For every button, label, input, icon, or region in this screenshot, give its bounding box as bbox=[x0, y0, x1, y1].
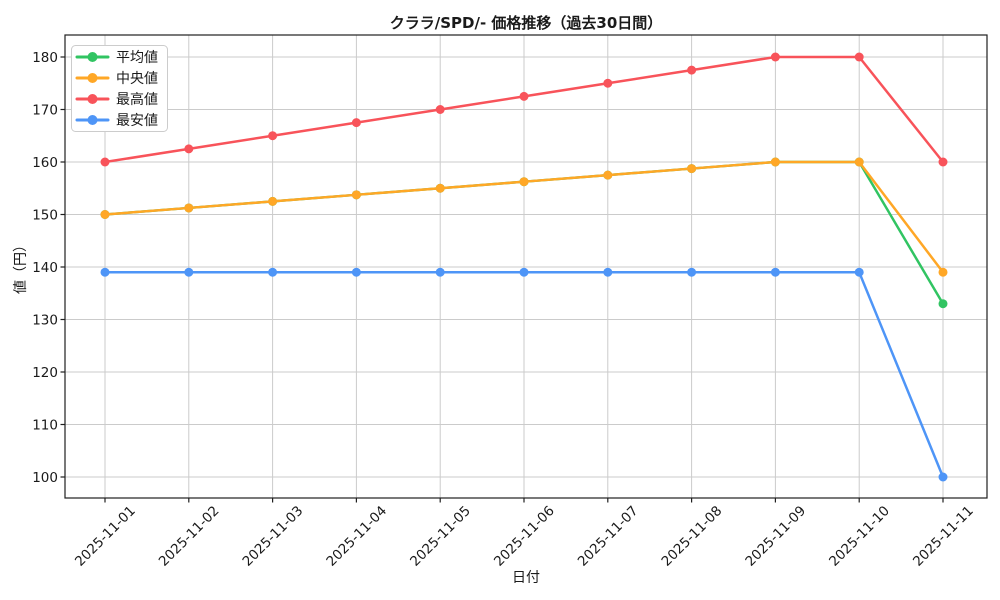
legend-item-average: 平均値 bbox=[75, 50, 158, 66]
legend-label-min: 最安値 bbox=[116, 113, 158, 129]
y-tick-label: 100 bbox=[32, 470, 58, 486]
legend-item-median: 中央値 bbox=[75, 71, 158, 87]
x-tick-label: 2025-11-08 bbox=[659, 503, 726, 570]
x-tick-label: 2025-11-11 bbox=[910, 503, 977, 570]
series-marker-median bbox=[603, 170, 613, 180]
x-tick-label: 2025-11-02 bbox=[156, 503, 223, 570]
legend-marker-max bbox=[87, 94, 98, 104]
series-marker-median bbox=[770, 157, 780, 167]
series-marker-median bbox=[268, 196, 278, 206]
series-marker-median bbox=[938, 267, 948, 277]
chart-title: クララ/SPD/- 価格推移（過去30日間） bbox=[389, 14, 663, 32]
y-tick-label: 110 bbox=[32, 417, 58, 433]
series-max bbox=[100, 52, 948, 167]
series-marker-average bbox=[938, 299, 948, 309]
series-marker-median bbox=[687, 164, 697, 174]
series-marker-min bbox=[268, 267, 278, 277]
series-marker-min bbox=[854, 267, 864, 277]
series-marker-max bbox=[100, 157, 110, 167]
series-marker-median bbox=[519, 177, 529, 187]
legend-label-average: 平均値 bbox=[116, 50, 158, 66]
x-axis-label: 日付 bbox=[512, 570, 540, 586]
x-tick-label: 2025-11-07 bbox=[575, 503, 642, 570]
y-tick-label: 180 bbox=[32, 50, 58, 66]
series-marker-max bbox=[268, 131, 278, 141]
series-marker-min bbox=[770, 267, 780, 277]
x-tick-label: 2025-11-05 bbox=[407, 503, 474, 570]
series-marker-min bbox=[938, 472, 948, 482]
series-marker-median bbox=[100, 210, 110, 219]
y-tick-label: 120 bbox=[32, 365, 58, 381]
legend-marker-min bbox=[87, 115, 98, 125]
series-marker-min bbox=[100, 267, 110, 277]
series-marker-median bbox=[184, 203, 194, 213]
series-marker-median bbox=[435, 183, 445, 193]
series-marker-max bbox=[351, 118, 361, 128]
series-marker-min bbox=[603, 267, 613, 277]
x-tick-label: 2025-11-09 bbox=[742, 503, 809, 570]
x-tick-label: 2025-11-01 bbox=[72, 503, 139, 570]
legend-item-max: 最高値 bbox=[75, 91, 158, 108]
tick-labels: 100 110 120 130 140 150 160 170 180 2025-11-01 202… bbox=[32, 50, 977, 570]
grid-layer bbox=[65, 35, 987, 498]
y-tick-label: 160 bbox=[32, 155, 58, 171]
series-marker-max bbox=[854, 52, 864, 62]
x-tick-label: 2025-11-04 bbox=[323, 503, 390, 570]
series-marker-max bbox=[519, 91, 529, 101]
series-marker-max bbox=[687, 65, 697, 75]
series-min bbox=[100, 267, 948, 482]
series-marker-max bbox=[938, 157, 948, 167]
y-tick-label: 140 bbox=[32, 260, 58, 276]
series-marker-median bbox=[351, 190, 361, 200]
series-marker-min bbox=[184, 267, 194, 277]
series-median bbox=[100, 157, 948, 277]
y-tick-label: 170 bbox=[32, 102, 58, 118]
series-marker-max bbox=[184, 144, 194, 154]
series-marker-min bbox=[435, 267, 445, 277]
series-marker-min bbox=[687, 267, 697, 277]
x-tick-label: 2025-11-06 bbox=[491, 503, 558, 570]
legend-box bbox=[71, 45, 168, 132]
legend-marker-average bbox=[87, 52, 98, 62]
series-marker-max bbox=[603, 78, 613, 88]
series-marker-min bbox=[519, 267, 529, 277]
legend-marker-median bbox=[87, 73, 98, 83]
legend-item-min: 最安値 bbox=[75, 113, 158, 129]
tick-marks bbox=[60, 56, 944, 503]
y-tick-label: 150 bbox=[32, 207, 58, 223]
legend-label-median: 中央値 bbox=[116, 71, 158, 87]
series-marker-min bbox=[351, 267, 361, 277]
x-tick-label: 2025-11-10 bbox=[826, 503, 893, 570]
series-marker-median bbox=[854, 157, 864, 167]
series-marker-max bbox=[435, 105, 445, 114]
y-tick-label: 130 bbox=[32, 312, 58, 328]
legend-label-max: 最高値 bbox=[116, 91, 158, 108]
x-tick-label: 2025-11-03 bbox=[240, 503, 307, 570]
series-marker-max bbox=[770, 52, 780, 62]
